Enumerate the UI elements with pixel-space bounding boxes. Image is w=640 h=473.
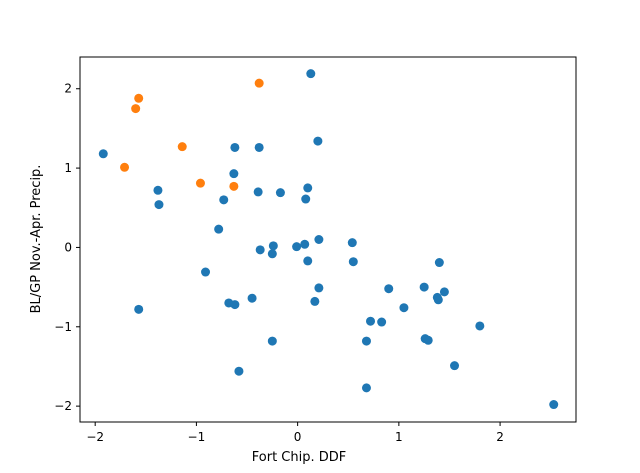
scatter-point-series-0-31 bbox=[348, 257, 358, 267]
scatter-point-series-0-21 bbox=[300, 239, 310, 249]
x-axis-ticks: −2 −1 0 1 2 bbox=[86, 422, 504, 444]
scatter-point-series-0-15 bbox=[255, 245, 265, 255]
scatter-point-series-0-40 bbox=[423, 335, 433, 345]
scatter-point-series-0-38 bbox=[419, 282, 429, 292]
scatter-point-series-0-34 bbox=[366, 316, 376, 326]
scatter-point-series-0-11 bbox=[230, 142, 240, 152]
x-tick-label: 0 bbox=[294, 430, 302, 444]
scatter-point-series-0-35 bbox=[377, 317, 387, 327]
scatter-point-series-1-6 bbox=[254, 78, 264, 88]
scatter-point-series-0-30 bbox=[347, 238, 357, 248]
scatter-point-series-0-10 bbox=[229, 169, 239, 179]
y-axis-label: BL/GP Nov.-Apr. Precip. bbox=[29, 165, 44, 314]
scatter-point-series-0-9 bbox=[234, 366, 244, 376]
plot-area-frame bbox=[79, 56, 577, 423]
scatter-point-series-1-4 bbox=[195, 178, 205, 188]
scatter-point-series-0-6 bbox=[219, 195, 229, 205]
scatter-point-series-0-18 bbox=[267, 336, 277, 346]
scatter-point-series-0-32 bbox=[361, 336, 371, 346]
scatter-point-series-0-0 bbox=[98, 149, 108, 159]
y-tick-label: −1 bbox=[54, 320, 72, 334]
scatter-point-series-0-46 bbox=[475, 321, 485, 331]
y-tick-label: −2 bbox=[54, 399, 72, 413]
y-tick-label: 2 bbox=[64, 82, 72, 96]
scatter-point-series-1-0 bbox=[120, 162, 130, 172]
scatter-point-series-0-13 bbox=[254, 142, 264, 152]
scatter-point-series-0-29 bbox=[314, 283, 324, 293]
scatter-point-series-0-1 bbox=[153, 185, 163, 195]
scatter-point-series-0-12 bbox=[247, 293, 257, 303]
scatter-point-series-0-17 bbox=[267, 249, 277, 259]
y-axis-ticks: −2 −1 0 1 2 bbox=[54, 82, 80, 413]
x-tick-label: 2 bbox=[496, 430, 504, 444]
points-layer bbox=[98, 69, 559, 410]
scatter-point-series-0-36 bbox=[384, 284, 394, 294]
scatter-point-series-0-8 bbox=[230, 300, 240, 310]
scatter-point-series-0-4 bbox=[201, 267, 211, 277]
scatter-point-series-0-3 bbox=[134, 304, 144, 314]
scatter-point-series-0-43 bbox=[434, 258, 444, 268]
scatter-point-series-0-26 bbox=[310, 296, 320, 306]
scatter-point-series-1-3 bbox=[177, 142, 187, 152]
scatter-point-series-0-16 bbox=[268, 241, 278, 251]
scatter-point-series-0-20 bbox=[292, 242, 302, 252]
scatter-point-series-0-28 bbox=[314, 235, 324, 244]
scatter-point-series-0-14 bbox=[253, 187, 263, 197]
scatter-point-series-0-2 bbox=[154, 200, 164, 210]
scatter-point-series-0-33 bbox=[361, 383, 371, 393]
scatter-point-series-0-19 bbox=[275, 188, 285, 198]
scatter-point-series-0-37 bbox=[399, 303, 409, 313]
scatter-point-series-0-25 bbox=[306, 69, 316, 79]
scatter-point-series-0-24 bbox=[303, 256, 313, 266]
scatter-point-series-0-45 bbox=[450, 361, 460, 371]
x-tick-label: −2 bbox=[86, 430, 104, 444]
scatter-point-series-0-47 bbox=[549, 400, 559, 410]
scatter-point-series-0-27 bbox=[313, 136, 323, 146]
scatter-point-series-1-5 bbox=[229, 181, 239, 191]
x-tick-label: 1 bbox=[395, 430, 403, 444]
x-tick-label: −1 bbox=[188, 430, 206, 444]
x-axis-label: Fort Chip. DDF bbox=[252, 450, 347, 465]
scatter-point-series-0-23 bbox=[303, 183, 313, 193]
scatter-point-series-1-2 bbox=[134, 93, 144, 103]
scatter-point-series-0-44 bbox=[439, 287, 449, 297]
scatter-point-series-0-42 bbox=[433, 295, 443, 305]
scatter-point-series-0-5 bbox=[214, 224, 224, 234]
scatter-point-series-1-1 bbox=[131, 104, 141, 114]
y-tick-label: 1 bbox=[64, 161, 72, 175]
y-tick-label: 0 bbox=[64, 240, 72, 254]
scatter-point-series-0-22 bbox=[301, 194, 311, 204]
